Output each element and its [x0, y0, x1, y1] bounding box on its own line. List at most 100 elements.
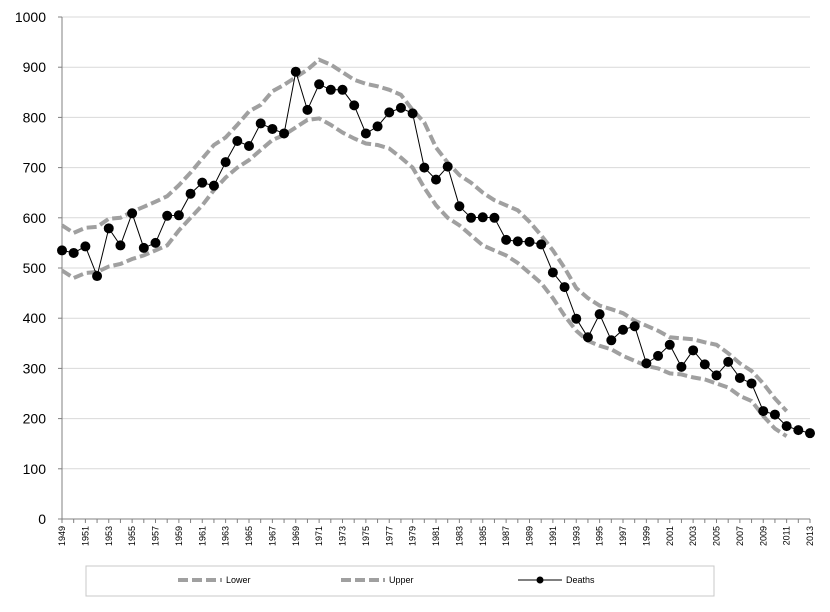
deaths-data-point — [103, 223, 114, 234]
x-axis-tick-labels: 1949 1951 1953 1955 1957 1959 1961 1963 1965 1967… — [57, 526, 815, 546]
deaths-data-point — [618, 324, 628, 335]
deaths-data-point — [805, 428, 815, 439]
x-tick-label: 2003 — [688, 526, 698, 546]
deaths-data-point — [244, 141, 254, 152]
x-tick-label: 2011 — [782, 526, 792, 545]
deaths-data-point — [267, 123, 278, 134]
x-tick-label: 1969 — [291, 526, 301, 546]
x-tick-label: 1953 — [104, 526, 114, 546]
deaths-data-point — [582, 332, 593, 343]
lower-series-line — [60, 116, 788, 438]
deaths-data-point — [524, 236, 535, 247]
deaths-data-point — [536, 239, 547, 250]
deaths-data-point — [606, 335, 617, 346]
x-tick-label: 1959 — [174, 526, 184, 546]
deaths-data-point — [699, 359, 710, 370]
deaths-data-point — [781, 421, 792, 432]
legend-marker-deaths — [536, 576, 544, 584]
deaths-data-point — [290, 66, 301, 77]
x-tick-label: 1987 — [501, 526, 511, 546]
deaths-data-point — [255, 118, 266, 129]
x-tick-label: 1961 — [197, 526, 207, 546]
legend: Lower Upper Deaths — [85, 565, 715, 597]
deaths-data-point — [431, 174, 441, 185]
deaths-data-point — [769, 409, 780, 420]
deaths-data-point — [150, 237, 161, 248]
deaths-data-point — [746, 378, 757, 389]
deaths-data-point — [115, 240, 126, 251]
deaths-data-point — [162, 210, 173, 221]
x-tick-label: 1949 — [57, 526, 67, 546]
legend-label-lower: Lower — [226, 575, 251, 585]
deaths-data-point — [232, 135, 243, 146]
y-tick-label: 400 — [23, 310, 47, 326]
x-tick-label: 1985 — [478, 526, 488, 546]
x-tick-label: 1965 — [244, 526, 254, 546]
deaths-data-point — [442, 161, 453, 172]
x-tick-label: 2005 — [712, 526, 722, 546]
gridlines — [62, 16, 810, 470]
deaths-data-point — [279, 128, 290, 139]
x-tick-label: 2007 — [735, 526, 745, 546]
deaths-data-point — [220, 157, 231, 168]
deaths-data-point — [571, 313, 582, 324]
deaths-data-point — [173, 210, 184, 221]
y-tick-label: 500 — [23, 260, 47, 276]
deaths-data-point — [92, 271, 103, 282]
x-tick-label: 1975 — [361, 526, 371, 546]
deaths-data-point — [477, 212, 488, 223]
x-tick-label: 1981 — [431, 526, 441, 546]
y-tick-label: 900 — [23, 59, 47, 75]
x-tick-label: 2009 — [758, 526, 768, 546]
deaths-data-point — [711, 370, 722, 381]
upper-series-line — [60, 57, 789, 413]
deaths-data-point — [349, 100, 360, 111]
deaths-data-point — [197, 177, 208, 188]
deaths-data-point — [466, 212, 477, 223]
x-tick-label: 1963 — [221, 526, 231, 546]
y-tick-label: 300 — [23, 360, 47, 376]
deaths-data-point — [723, 356, 734, 367]
deaths-data-point — [512, 236, 523, 247]
series-lines — [60, 57, 811, 438]
deaths-data-point — [127, 208, 138, 219]
deaths-data-point — [314, 79, 325, 90]
x-tick-label: 1983 — [454, 526, 464, 546]
deaths-data-point — [489, 212, 500, 223]
deaths-data-point — [372, 121, 383, 132]
y-tick-label: 700 — [23, 160, 47, 176]
deaths-data-point — [302, 104, 313, 115]
deaths-data-point — [653, 350, 664, 361]
deaths-data-point — [337, 84, 348, 95]
deaths-data-point — [594, 309, 605, 320]
x-tick-label: 2001 — [665, 526, 675, 546]
x-tick-label: 2013 — [805, 526, 815, 546]
y-tick-label: 0 — [38, 511, 46, 527]
x-tick-label: 1967 — [267, 526, 277, 546]
x-tick-label: 1999 — [641, 526, 651, 546]
deaths-data-point — [384, 107, 395, 118]
y-tick-label: 800 — [23, 109, 47, 125]
x-tick-label: 1973 — [338, 526, 348, 546]
deaths-data-point — [501, 234, 512, 245]
x-tick-label: 1989 — [525, 526, 535, 546]
deaths-data-point — [68, 247, 79, 258]
deaths-data-point — [185, 188, 196, 199]
deaths-data-point — [407, 108, 418, 119]
deaths-data-point — [360, 128, 371, 139]
deaths-data-point — [454, 201, 465, 212]
x-tick-label: 1993 — [571, 526, 581, 546]
y-tick-label: 200 — [23, 411, 47, 427]
x-tick-label: 1991 — [548, 526, 558, 546]
x-tick-label: 1951 — [80, 526, 90, 546]
y-tick-label: 600 — [23, 210, 47, 226]
x-tick-label: 1971 — [314, 526, 324, 546]
y-tick-label: 100 — [23, 461, 47, 477]
axes — [58, 16, 811, 523]
deaths-data-point — [734, 372, 745, 383]
legend-label-upper: Upper — [389, 575, 414, 585]
deaths-data-point — [57, 245, 67, 256]
x-tick-label: 1979 — [408, 526, 418, 546]
deaths-data-point — [559, 282, 570, 293]
x-tick-label: 1955 — [127, 526, 137, 546]
